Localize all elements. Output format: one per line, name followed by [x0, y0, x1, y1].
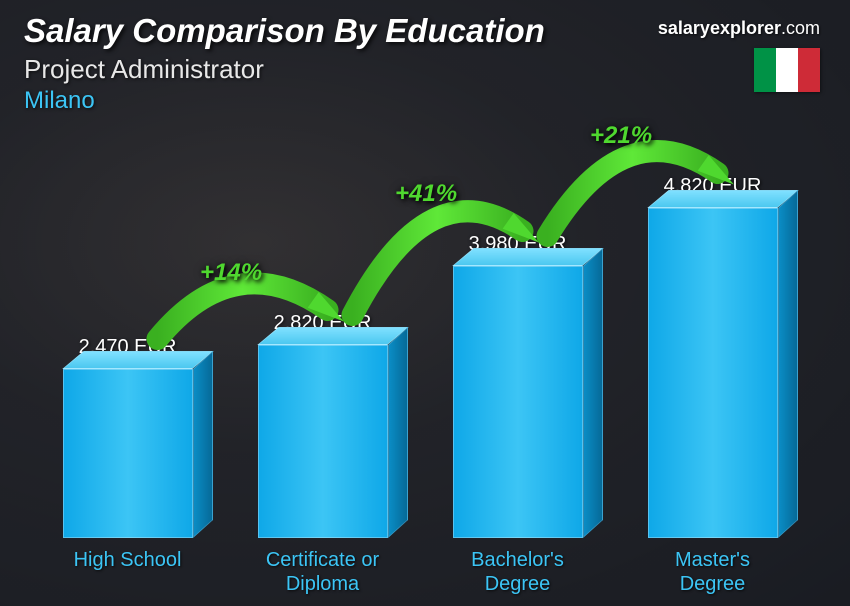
brand-logo: salaryexplorer.com	[658, 18, 820, 39]
x-axis-label: Bachelor'sDegree	[428, 548, 608, 596]
chart-location: Milano	[24, 87, 826, 115]
bar-3d	[63, 369, 193, 538]
bar-front-face	[63, 369, 193, 538]
brand-name: salaryexplorer	[658, 18, 781, 38]
bar-top-face	[62, 351, 213, 369]
bar-side-face	[193, 351, 213, 538]
flag-stripe-1	[754, 48, 776, 92]
bar-group: 2,820 EUR	[233, 312, 413, 538]
bar-side-face	[778, 190, 798, 538]
bar-3d	[648, 208, 778, 538]
bar-front-face	[648, 208, 778, 538]
bar-front-face	[453, 266, 583, 538]
flag-stripe-2	[776, 48, 798, 92]
increase-percent-badge: +21%	[590, 122, 652, 150]
x-axis-label: Certificate orDiploma	[233, 548, 413, 596]
chart-subtitle: Project Administrator	[24, 54, 826, 85]
bar-top-face	[257, 327, 408, 345]
bar-3d	[258, 345, 388, 538]
bar-group: 4,820 EUR	[623, 175, 803, 538]
bar-group: 3,980 EUR	[428, 233, 608, 538]
x-axis-labels: High School Certificate orDiploma Bachelor…	[30, 548, 810, 596]
x-axis-label: Master'sDegree	[623, 548, 803, 596]
bar-top-face	[647, 190, 798, 208]
bar-front-face	[258, 345, 388, 538]
bar-top-face	[452, 248, 603, 266]
increase-percent-badge: +14%	[200, 259, 262, 287]
bar-group: 2,470 EUR	[38, 336, 218, 538]
country-flag-italy	[754, 48, 820, 92]
flag-stripe-3	[798, 48, 820, 92]
brand-tld: .com	[781, 18, 820, 38]
bar-side-face	[388, 327, 408, 538]
increase-percent-badge: +41%	[395, 180, 457, 208]
bar-3d	[453, 266, 583, 538]
x-axis-label: High School	[38, 548, 218, 596]
bar-side-face	[583, 248, 603, 538]
